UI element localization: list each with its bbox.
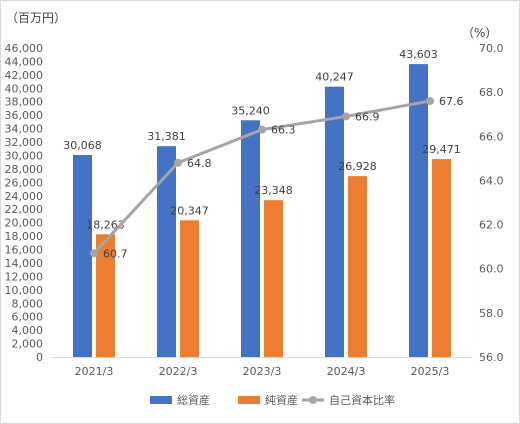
right-axis-tick-label: 60.0 [479,263,504,276]
left-axis-tick-label: 36,000 [5,109,44,122]
left-axis-tick-label: 26,000 [5,176,44,189]
equity-ratio-point [258,125,266,134]
x-axis-tick-label: 2021/3 [75,365,114,378]
left-axis-tick-label: 22,000 [5,203,44,216]
bar-data-label: 31,381 [147,130,186,143]
equity-ratio-point [174,158,182,167]
left-axis-tick-label: 28,000 [5,163,44,176]
bar-net-assets [264,200,283,357]
legend-swatch [238,396,260,404]
line-data-label: 67.6 [439,95,464,108]
bar-net-assets [180,220,199,357]
bar-total-assets [325,86,344,358]
x-axis-tick-label: 2025/3 [411,365,450,378]
left-axis-tick-label: 16,000 [5,244,44,257]
right-axis-tick-label: 66.0 [479,130,504,143]
bar-total-assets [157,146,176,357]
left-axis-tick-label: 4,000 [12,324,44,337]
bar-total-assets [241,120,260,357]
left-axis-tick-label: 34,000 [5,123,44,136]
bar-data-label: 40,247 [315,71,354,84]
bar-net-assets [348,176,367,357]
left-axis-tick-label: 44,000 [5,55,44,68]
line-data-label: 64.8 [187,157,212,170]
left-axis-tick-label: 14,000 [5,257,44,270]
right-axis-tick-label: 62.0 [479,219,504,232]
legend-label: 純資産 [265,394,298,407]
bar-data-label: 30,068 [63,139,102,152]
right-axis-tick-label: 64.0 [479,174,504,187]
left-axis-tick-label: 46,000 [5,42,44,55]
right-axis-tick-label: 56.0 [479,351,504,364]
left-axis-tick-label: 42,000 [5,69,44,82]
left-axis-tick-label: 0 [36,351,43,364]
left-axis-tick-label: 20,000 [5,217,44,230]
line-data-label: 66.9 [355,110,380,123]
equity-ratio-point [90,249,98,258]
right-axis-tick-label: 58.0 [479,307,504,320]
bar-net-assets [432,159,451,357]
left-axis-unit: （百万円） [6,11,66,25]
x-axis-tick-label: 2023/3 [243,365,282,378]
bar-data-label: 26,928 [338,160,377,173]
left-axis-tick-label: 18,000 [5,230,44,243]
bar-data-label: 43,603 [399,48,438,61]
left-axis-tick-label: 8,000 [12,297,44,310]
legend-label: 自己資本比率 [329,393,395,407]
x-axis-tick-label: 2022/3 [159,365,198,378]
line-data-label: 60.7 [103,247,128,260]
x-axis-tick-label: 2024/3 [327,365,366,378]
bar-data-label: 35,240 [231,104,270,117]
legend-swatch [150,396,172,404]
bar-total-assets [73,155,92,357]
legend-label: 総資産 [177,393,210,407]
left-axis-tick-label: 32,000 [5,136,44,149]
left-axis-tick-label: 10,000 [5,284,44,297]
bar-data-label: 23,348 [254,184,293,197]
left-axis-tick-label: 30,000 [5,149,44,162]
right-axis-tick-label: 70.0 [479,42,504,55]
line-data-label: 66.3 [271,124,296,137]
plot-area: 02,0004,0006,0008,00010,00012,00014,0001… [5,42,504,378]
left-axis-tick-label: 38,000 [5,96,44,109]
legend-marker [309,396,317,404]
equity-ratio-point [342,112,350,121]
left-axis-tick-label: 6,000 [12,311,44,324]
bar-data-label: 20,347 [170,204,209,217]
left-axis-tick-label: 24,000 [5,190,44,203]
right-axis-unit: （%） [462,26,497,40]
bar-data-label: 29,471 [422,143,461,156]
legend: 総資産 純資産 自己資本比率 [150,393,395,407]
equity-ratio-point [426,96,434,105]
bar-data-label: 18,263 [86,218,125,231]
left-axis-tick-label: 12,000 [5,270,44,283]
right-axis-tick-label: 68.0 [479,86,504,99]
bar-total-assets [409,64,428,357]
left-axis-tick-label: 2,000 [12,338,44,351]
left-axis-tick-label: 40,000 [5,82,44,95]
bar-net-assets [96,234,115,357]
